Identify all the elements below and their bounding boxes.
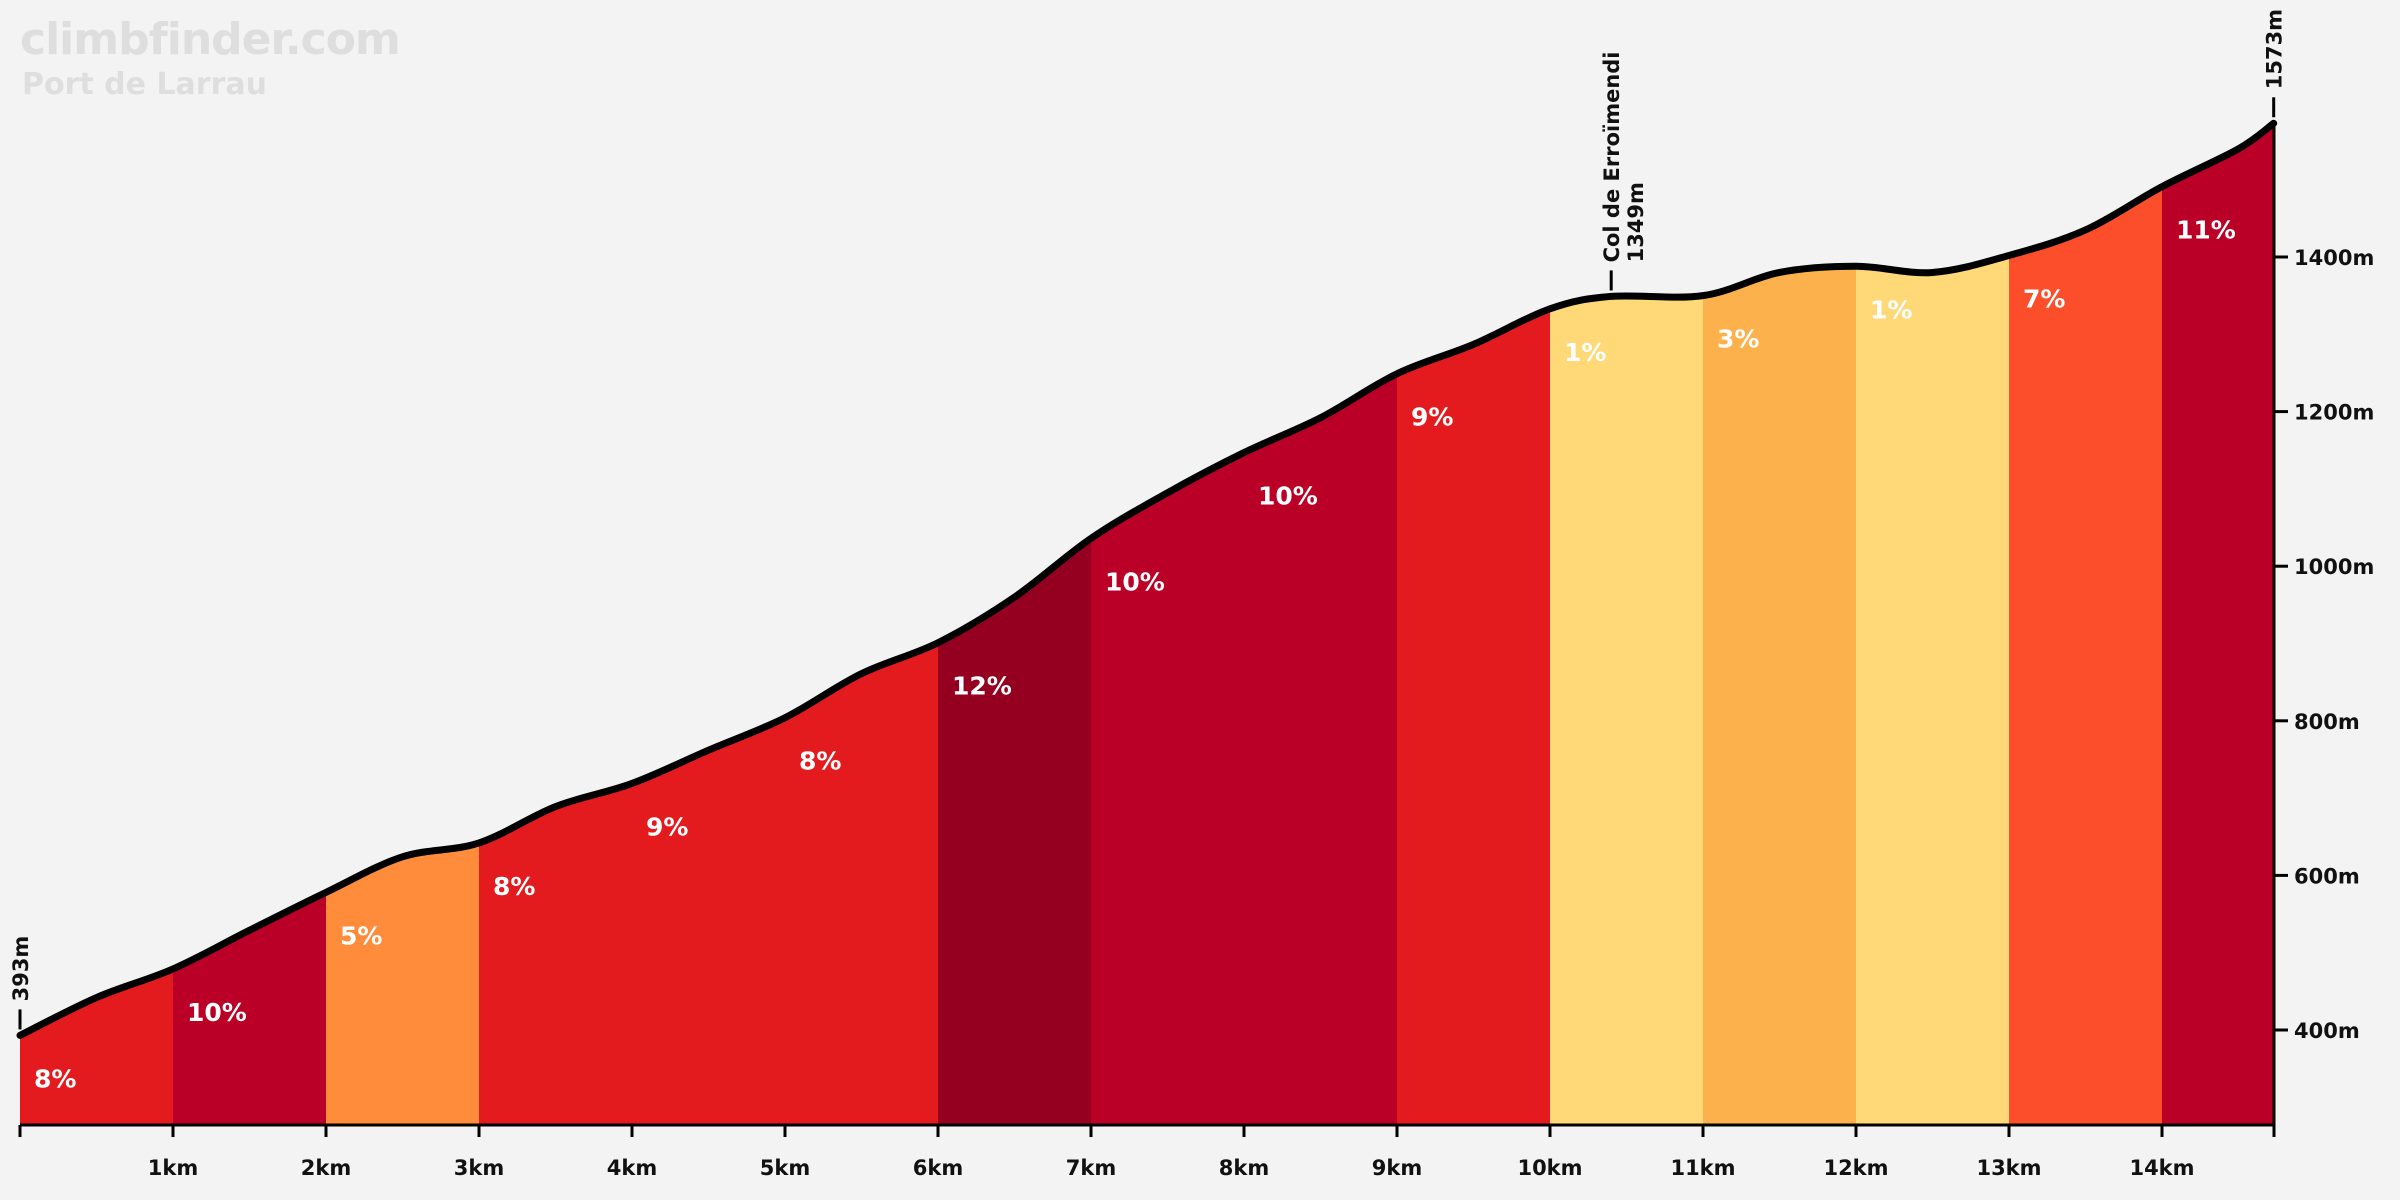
- gradient-segment: [1550, 123, 1704, 1125]
- gradient-label: 10%: [187, 998, 247, 1027]
- gradient-segment: [1091, 123, 1245, 1125]
- gradient-label: 10%: [1105, 567, 1165, 596]
- annotation-elevation: 1349m: [1624, 182, 1648, 262]
- x-tick-label: 8km: [1219, 1156, 1269, 1180]
- x-tick-label: 7km: [1066, 1156, 1116, 1180]
- x-tick-label: 5km: [760, 1156, 810, 1180]
- annotation-name: Col de Erroïmendi: [1600, 51, 1624, 262]
- y-tick-label: 800m: [2294, 710, 2360, 734]
- y-tick-label: 1000m: [2294, 555, 2374, 579]
- y-tick-label: 1200m: [2294, 401, 2374, 425]
- gradient-label: 8%: [493, 872, 535, 901]
- x-tick-label: 13km: [1976, 1156, 2041, 1180]
- gradient-label: 3%: [1717, 325, 1759, 354]
- gradient-segment: [785, 123, 939, 1125]
- gradient-label: 7%: [2023, 284, 2065, 313]
- x-tick-label: 10km: [1517, 1156, 1582, 1180]
- y-tick-label: 1400m: [2294, 246, 2374, 270]
- gradient-label: 9%: [1411, 403, 1453, 432]
- x-tick-label: 1km: [148, 1156, 198, 1180]
- x-tick-label: 9km: [1372, 1156, 1422, 1180]
- gradient-segment: [326, 123, 480, 1125]
- gradient-label: 5%: [340, 921, 382, 950]
- x-tick-label: 11km: [1670, 1156, 1735, 1180]
- annotation-elevation: 393m: [9, 936, 33, 1002]
- gradient-label: 8%: [799, 747, 841, 776]
- x-tick-label: 14km: [2129, 1156, 2194, 1180]
- gradient-label: 1%: [1870, 295, 1912, 324]
- gradient-segment: [1397, 123, 1551, 1125]
- gradient-segment: [632, 123, 786, 1125]
- gradient-segment: [938, 123, 1092, 1125]
- gradient-label: 8%: [34, 1064, 76, 1093]
- gradient-label: 10%: [1258, 482, 1318, 511]
- x-tick-label: 3km: [454, 1156, 504, 1180]
- gradient-segment: [2162, 123, 2274, 1125]
- gradient-label: 9%: [646, 812, 688, 841]
- x-tick-label: 4km: [607, 1156, 657, 1180]
- gradient-segment: [2009, 123, 2163, 1125]
- gradient-label: 11%: [2176, 216, 2236, 245]
- gradient-segment: [1244, 123, 1398, 1125]
- x-tick-label: 2km: [301, 1156, 351, 1180]
- x-tick-label: 12km: [1823, 1156, 1888, 1180]
- site-logo: climbfinder.com: [20, 14, 401, 65]
- gradient-segment: [1703, 123, 1857, 1125]
- elevation-line: [16, 119, 2278, 1039]
- x-tick-label: 6km: [913, 1156, 963, 1180]
- gradient-label: 12%: [952, 672, 1012, 701]
- gradient-label: 1%: [1564, 338, 1606, 367]
- gradient-segment: [1856, 123, 2010, 1125]
- gradient-segment: [479, 123, 633, 1125]
- annotation-elevation: 1573m: [2263, 9, 2287, 89]
- gradient-segment: [20, 123, 174, 1125]
- climb-title: Port de Larrau: [22, 67, 267, 102]
- y-tick-label: 400m: [2294, 1019, 2360, 1043]
- y-tick-label: 600m: [2294, 864, 2360, 888]
